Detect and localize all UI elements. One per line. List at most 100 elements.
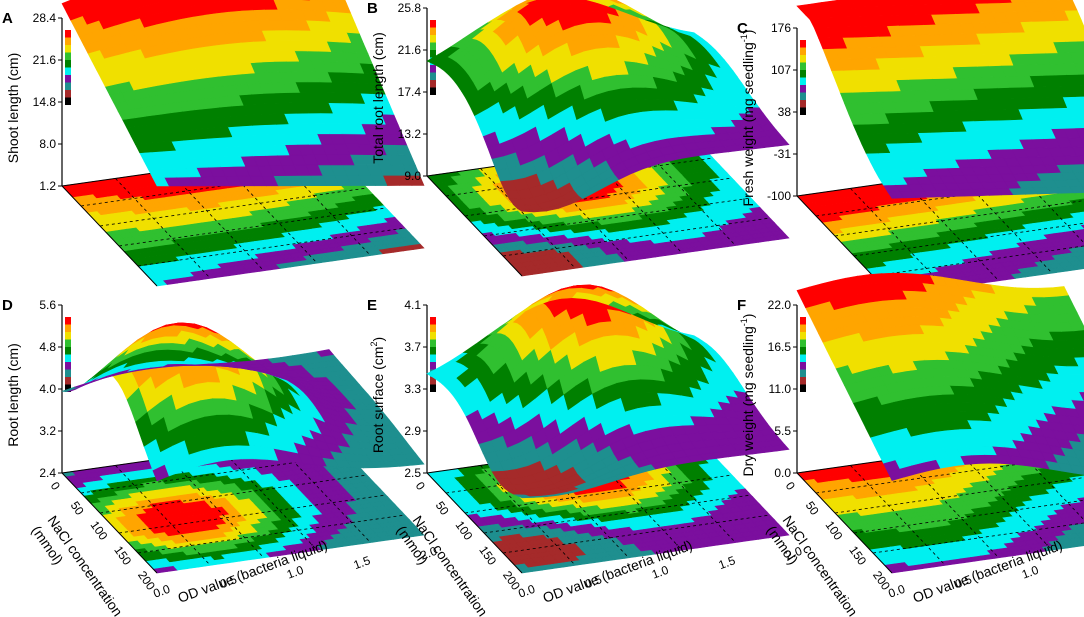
floor-cell — [409, 243, 425, 250]
y-axis-title-main: Total root length (cm) — [370, 32, 386, 164]
legend-swatch — [800, 47, 806, 55]
legend-swatch — [800, 55, 806, 63]
legend-swatch — [65, 317, 71, 325]
floor-grid-line — [137, 227, 406, 267]
y-axis-title: Total root length (cm) — [370, 32, 386, 164]
z-tick-label: 8.0 — [39, 137, 56, 151]
legend-swatch — [800, 70, 806, 78]
legend-swatch — [65, 67, 71, 75]
z-tick-label: 4.0 — [39, 382, 56, 396]
z-tick-label: 5.6 — [39, 298, 56, 312]
z-tick-label: -31 — [774, 147, 792, 161]
legend-swatch — [430, 72, 436, 80]
z-tick-label: 4.8 — [39, 340, 56, 354]
nacl-tick-label: 150 — [111, 543, 134, 568]
y-axis-title: Fresh weight (mg seedling-1) — [739, 30, 756, 207]
legend-swatch — [800, 62, 806, 70]
floor-grid-line — [115, 178, 211, 279]
surface-cell — [74, 382, 91, 388]
panel-label: B — [367, 0, 378, 17]
legend-swatch — [430, 80, 436, 88]
z-tick-label: 21.6 — [33, 53, 57, 67]
z-tick-label: 2.4 — [39, 466, 56, 480]
z-tick-label: 25.8 — [398, 1, 422, 15]
z-tick-label: 107 — [771, 63, 791, 77]
z-tick-label: 38 — [778, 105, 792, 119]
panel-a: A 28.4 21.6 14.8 8.0 1.2 Shoot length (cm) — [2, 0, 425, 287]
y-axis-title: Shoot length (cm) — [5, 53, 21, 164]
legend-swatch — [430, 339, 436, 347]
y-axis-title: Root length (cm) — [5, 343, 21, 446]
y-axis-title-main: Shoot length (cm) — [5, 53, 21, 164]
z-tick-label: 21.6 — [398, 43, 422, 57]
legend-swatch — [65, 377, 71, 385]
legend-swatch — [430, 20, 436, 28]
y-axis-title-sup: -1 — [739, 34, 749, 42]
legend-swatch — [800, 77, 806, 85]
legend-swatch — [430, 35, 436, 43]
y-axis-title-main: Root length (cm) — [5, 343, 21, 446]
legend-swatch — [65, 369, 71, 377]
legend-swatch — [430, 332, 436, 340]
legend-swatch — [65, 52, 71, 60]
z-tick-label: 17.4 — [398, 85, 422, 99]
legend-swatch — [65, 97, 71, 105]
legend-swatch — [800, 40, 806, 48]
floor-grid-line — [99, 187, 368, 227]
legend-swatch — [430, 362, 436, 370]
legend-swatch — [430, 347, 436, 355]
legend-swatch — [65, 362, 71, 370]
legend-swatch — [800, 100, 806, 108]
color-legend — [800, 40, 806, 115]
legend-swatch — [430, 65, 436, 73]
floor-grid-line — [221, 162, 318, 264]
legend-swatch — [430, 384, 436, 392]
legend-swatch — [430, 324, 436, 332]
z-tick-label: -100 — [767, 189, 791, 203]
legend-swatch — [430, 27, 436, 35]
panel-label: A — [2, 10, 13, 27]
surface — [61, 0, 425, 187]
legend-swatch — [430, 317, 436, 325]
z-tick-label: 2.5 — [404, 466, 421, 480]
legend-swatch — [65, 90, 71, 98]
z-tick-label: 1.2 — [39, 179, 56, 193]
legend-swatch — [430, 354, 436, 362]
legend-swatch — [65, 37, 71, 45]
panel-label: E — [367, 297, 377, 314]
z-tick-label: 9.0 — [404, 169, 421, 183]
legend-swatch — [65, 30, 71, 38]
surface — [796, 0, 1084, 199]
legend-swatch — [430, 42, 436, 50]
nacl-tick-label: 50 — [68, 499, 87, 518]
legend-swatch — [65, 347, 71, 355]
floor-grid-line — [118, 207, 387, 247]
color-legend — [65, 30, 71, 105]
color-legend — [430, 317, 436, 392]
z-tick-label: 14.8 — [33, 95, 57, 109]
legend-swatch — [65, 60, 71, 68]
z-tick-label: 2.9 — [404, 424, 421, 438]
y-axis-title-suffix: ) — [740, 30, 756, 35]
legend-swatch — [800, 107, 806, 115]
legend-swatch — [65, 339, 71, 347]
y-axis-title-main: Fresh weight (mg seedling — [740, 42, 756, 206]
legend-swatch — [65, 75, 71, 83]
floor-grid-line — [275, 155, 371, 256]
legend-swatch — [65, 354, 71, 362]
nacl-tick-label: 100 — [88, 518, 111, 543]
legend-swatch — [65, 45, 71, 53]
z-tick-label: 176 — [771, 21, 791, 35]
legend-swatch — [800, 92, 806, 100]
floor-grid-line — [168, 170, 265, 272]
legend-swatch — [800, 85, 806, 93]
z-tick-label: 3.7 — [404, 340, 421, 354]
legend-swatch — [65, 324, 71, 332]
legend-swatch — [65, 332, 71, 340]
z-tick-label: 28.4 — [33, 11, 57, 25]
z-tick-label: 3.3 — [404, 382, 421, 396]
